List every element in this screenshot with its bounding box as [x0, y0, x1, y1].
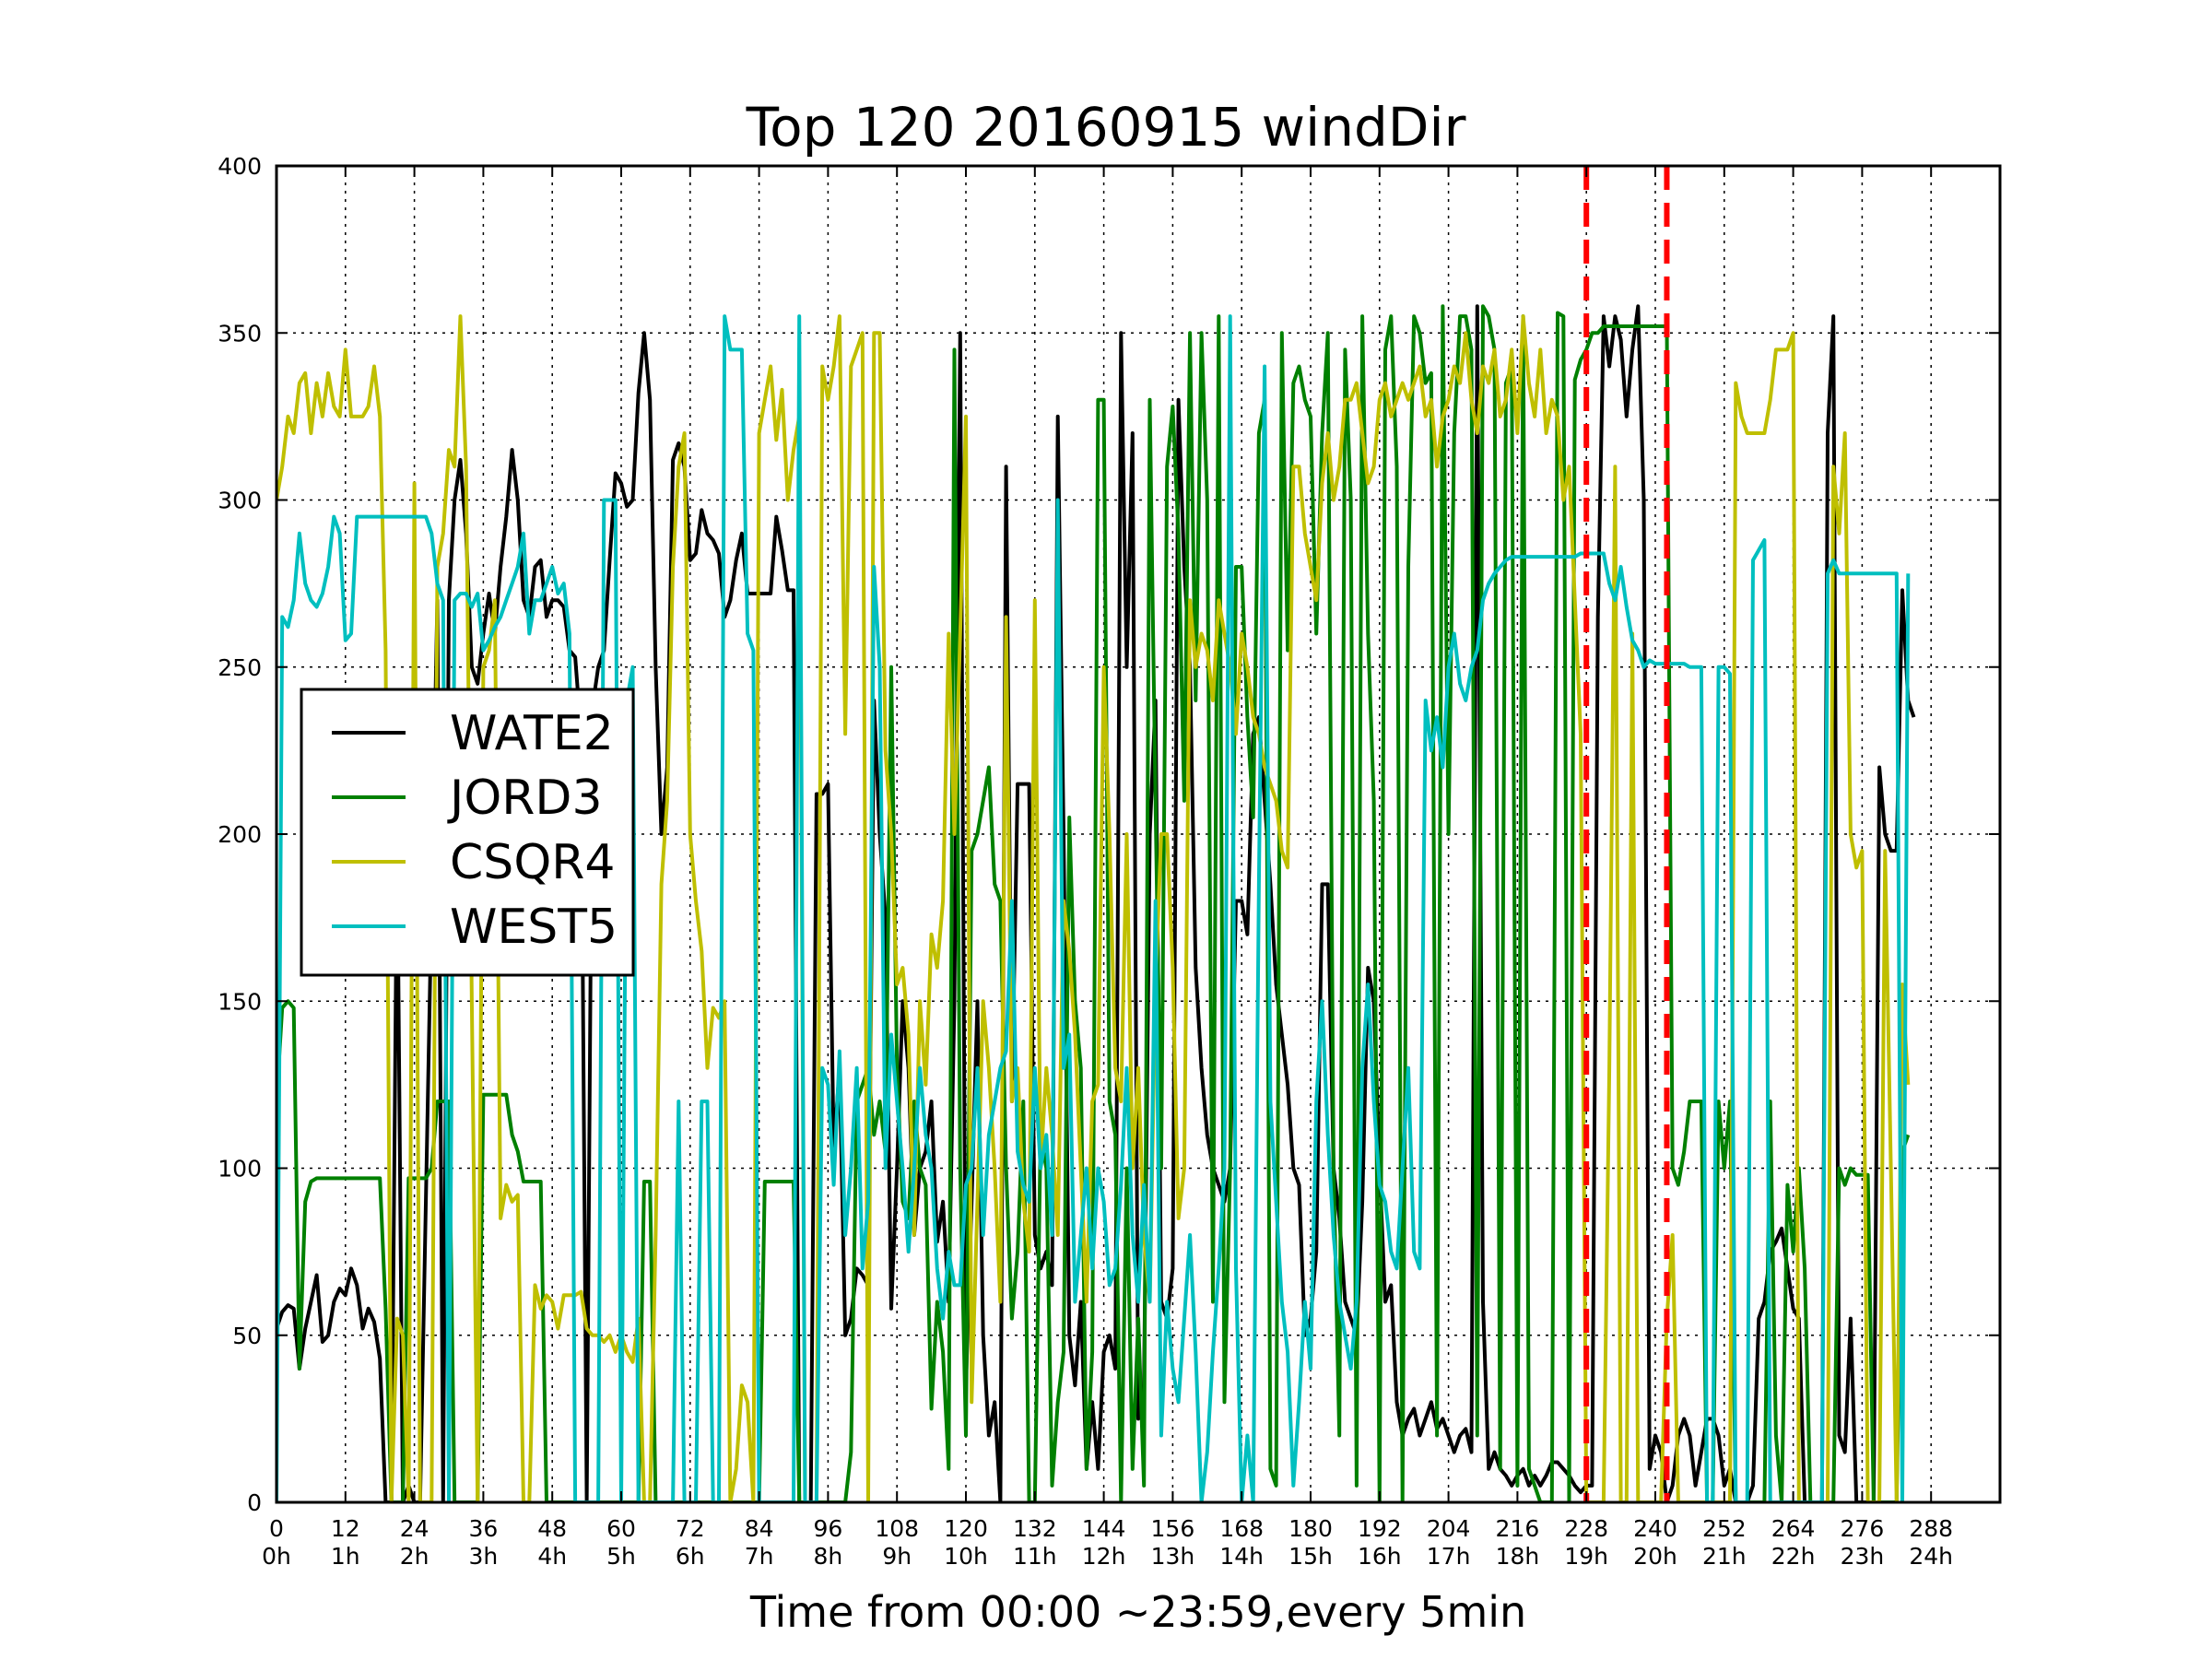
x-tick-hour-label: 5h [606, 1543, 636, 1570]
series-line-csqr4 [276, 314, 1911, 1502]
x-tick-label: 120 [944, 1515, 988, 1542]
x-tick-label: 252 [1702, 1515, 1747, 1542]
x-tick-hour-label: 15h [1288, 1543, 1333, 1570]
x-tick-label: 60 [606, 1515, 636, 1542]
x-tick-hour-label: 19h [1564, 1543, 1608, 1570]
x-tick-hour-label: 20h [1633, 1543, 1677, 1570]
x-tick-hour-label: 4h [537, 1543, 567, 1570]
x-tick-hour-label: 0h [262, 1543, 291, 1570]
x-tick-hour-label: 7h [745, 1543, 774, 1570]
x-tick-hour-label: 3h [469, 1543, 499, 1570]
x-tick-label: 216 [1496, 1515, 1540, 1542]
x-tick-label: 12 [331, 1515, 360, 1542]
x-tick-label: 276 [1841, 1515, 1885, 1542]
legend-label: CSQR4 [450, 835, 615, 890]
x-tick-label: 204 [1427, 1515, 1471, 1542]
x-tick-label: 168 [1219, 1515, 1264, 1542]
x-tick-hour-label: 14h [1219, 1543, 1264, 1570]
x-tick-label: 228 [1564, 1515, 1608, 1542]
x-tick-hour-label: 23h [1841, 1543, 1885, 1570]
x-tick-hour-label: 16h [1358, 1543, 1402, 1570]
axis-ticks [276, 165, 2000, 1503]
y-tick-label: 250 [218, 654, 262, 681]
series-line-west5 [276, 314, 1911, 1502]
legend-label: WEST5 [450, 900, 618, 955]
x-tick-label: 240 [1633, 1515, 1677, 1542]
x-tick-hour-label: 2h [400, 1543, 429, 1570]
x-tick-label: 96 [813, 1515, 842, 1542]
x-tick-hour-label: 6h [676, 1543, 705, 1570]
x-tick-hour-label: 17h [1427, 1543, 1471, 1570]
x-tick-hour-label: 1h [331, 1543, 360, 1570]
x-tick-hour-label: 11h [1013, 1543, 1057, 1570]
x-tick-hour-label: 10h [944, 1543, 988, 1570]
y-tick-label: 150 [218, 988, 262, 1015]
series-line-jord3 [276, 304, 1911, 1502]
x-tick-hour-label: 24h [1909, 1543, 1953, 1570]
y-tick-label: 50 [232, 1323, 262, 1349]
x-tick-hour-label: 12h [1082, 1543, 1126, 1570]
y-tick-label: 0 [247, 1489, 262, 1516]
x-tick-label: 108 [875, 1515, 919, 1542]
series-layer [276, 304, 1916, 1502]
y-tick-label: 300 [218, 488, 262, 514]
legend-label: WATE2 [450, 706, 614, 761]
x-tick-label: 48 [537, 1515, 567, 1542]
y-tick-label: 350 [218, 320, 262, 347]
x-tick-hour-label: 13h [1151, 1543, 1195, 1570]
x-tick-label: 156 [1151, 1515, 1195, 1542]
x-tick-hour-label: 21h [1702, 1543, 1747, 1570]
y-tick-label: 100 [218, 1156, 262, 1182]
x-tick-label: 0 [269, 1515, 284, 1542]
x-tick-label: 84 [745, 1515, 774, 1542]
legend: WATE2 JORD3 CSQR4 WEST5 [300, 688, 635, 977]
x-tick-label: 264 [1771, 1515, 1816, 1542]
vline-layer [1583, 166, 1670, 1502]
x-tick-label: 36 [468, 1515, 498, 1542]
x-tick-label: 144 [1082, 1515, 1126, 1542]
x-tick-hour-label: 18h [1496, 1543, 1540, 1570]
x-tick-hour-label: 22h [1771, 1543, 1816, 1570]
y-tick-label: 400 [218, 153, 262, 180]
x-tick-label: 132 [1013, 1515, 1057, 1542]
legend-label: JORD3 [447, 771, 603, 826]
x-tick-label: 192 [1358, 1515, 1402, 1542]
x-tick-label: 180 [1288, 1515, 1333, 1542]
x-tick-label: 72 [676, 1515, 705, 1542]
series-line-wate2 [276, 304, 1916, 1502]
x-axis-label: Time from 00:00 ~23:59,every 5min [749, 1587, 1526, 1637]
x-tick-label: 288 [1909, 1515, 1953, 1542]
chart-title: Top 120 20160915 windDir [746, 96, 1466, 159]
x-tick-hour-label: 8h [814, 1543, 843, 1570]
x-tick-hour-label: 9h [882, 1543, 912, 1570]
y-tick-label: 200 [218, 821, 262, 848]
x-tick-label: 24 [400, 1515, 429, 1542]
